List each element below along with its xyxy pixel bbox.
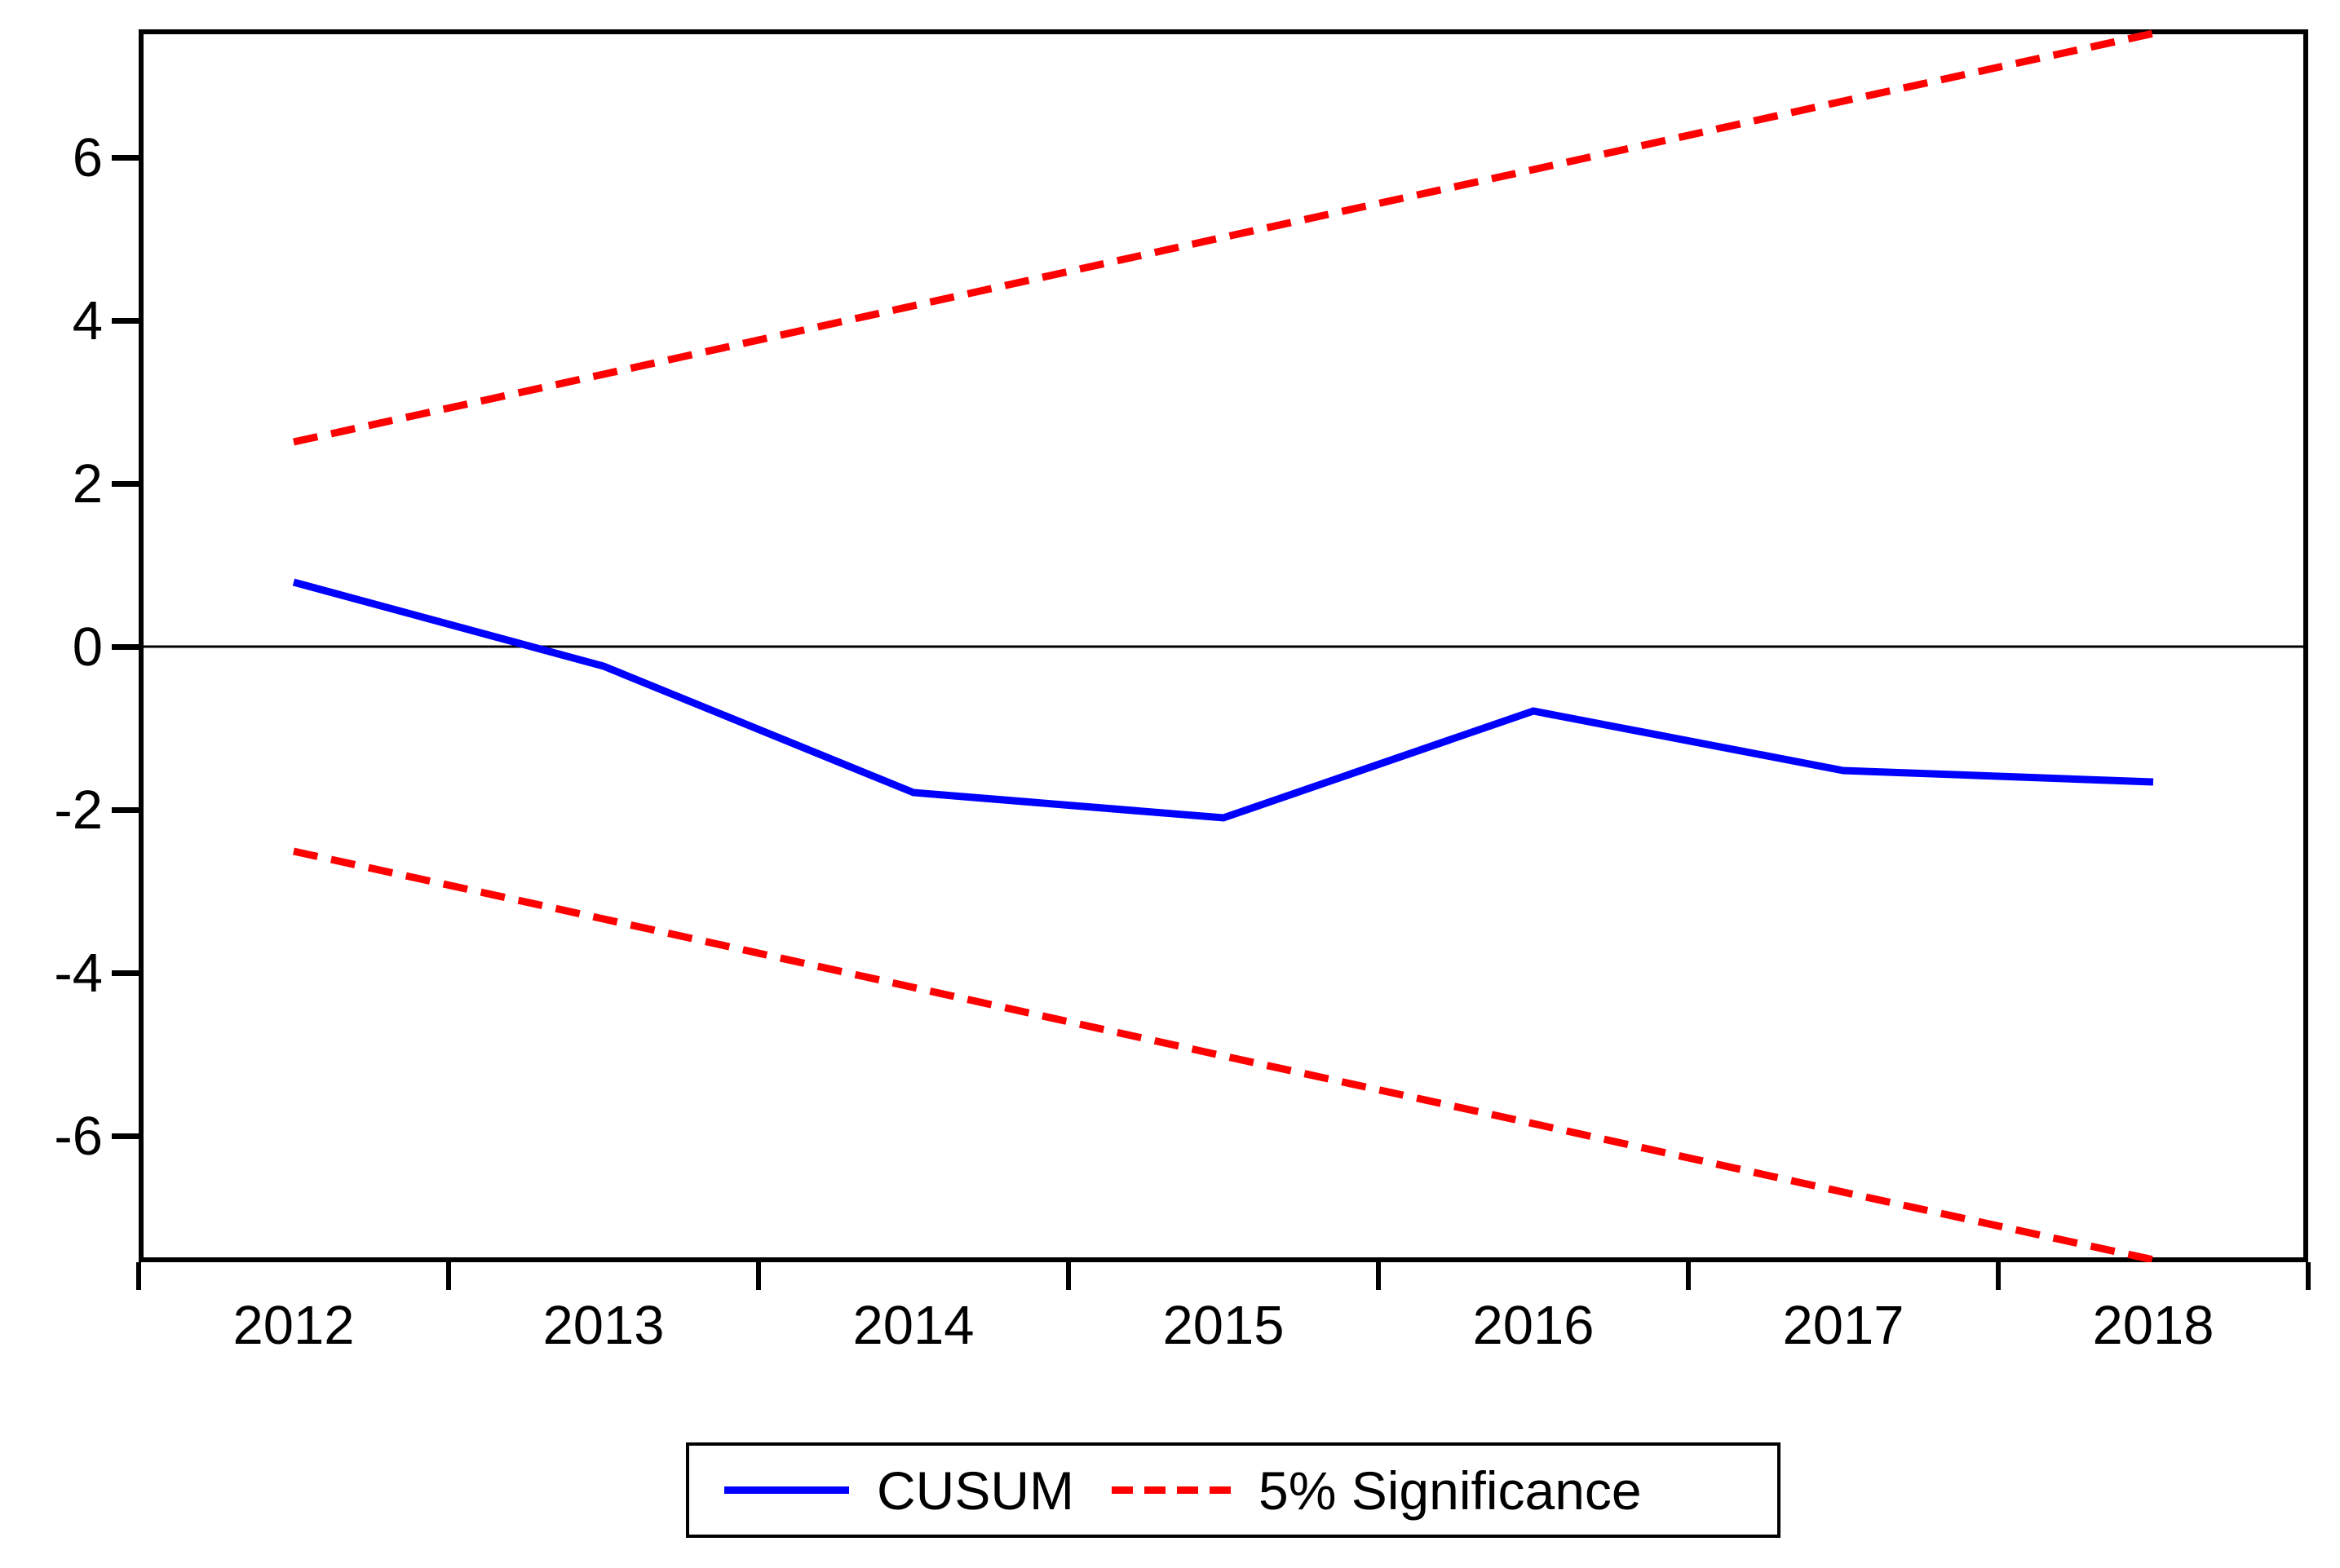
y-tick-label: 4 [72,290,103,351]
y-tick-label: 6 [72,127,103,188]
series-line-cusum [292,578,2154,822]
x-tick-label: 2013 [542,1295,665,1356]
legend-label-cusum: CUSUM [877,1460,1074,1521]
y-tick [112,480,139,487]
x-tick [446,1262,451,1290]
cusum-line-swatch [724,1486,849,1494]
y-tick [112,806,139,813]
y-tick [112,1133,139,1139]
x-tick-label: 2012 [232,1295,355,1356]
y-tick [112,317,139,324]
y-tick-label: 2 [72,453,103,515]
legend-label-significance: 5% Significance [1258,1460,1642,1521]
x-tick [1686,1262,1691,1290]
legend: CUSUM 5% Significance [686,1442,1780,1538]
y-tick [112,643,139,650]
y-tick [112,970,139,976]
y-tick-label: 0 [72,616,103,678]
plot-canvas [139,29,2308,1262]
x-tick-label: 2017 [1782,1295,1904,1356]
series-line-sig-lower [293,847,2154,1262]
significance-line-swatch [1112,1486,1235,1494]
y-tick-label: -2 [54,780,103,841]
x-tick [2306,1262,2311,1290]
x-tick [1066,1262,1071,1290]
x-tick [1996,1262,2001,1290]
y-tick-label: -4 [54,943,103,1004]
x-tick-label: 2014 [852,1295,975,1356]
x-tick-label: 2015 [1162,1295,1285,1356]
x-tick-label: 2016 [1472,1295,1595,1356]
y-tick [112,154,139,161]
x-tick [1376,1262,1381,1290]
x-tick [756,1262,761,1290]
y-tick-label: -6 [54,1106,103,1167]
x-tick [136,1262,141,1290]
series-line-sig-upper [293,29,2154,446]
x-tick-label: 2018 [2092,1295,2214,1356]
